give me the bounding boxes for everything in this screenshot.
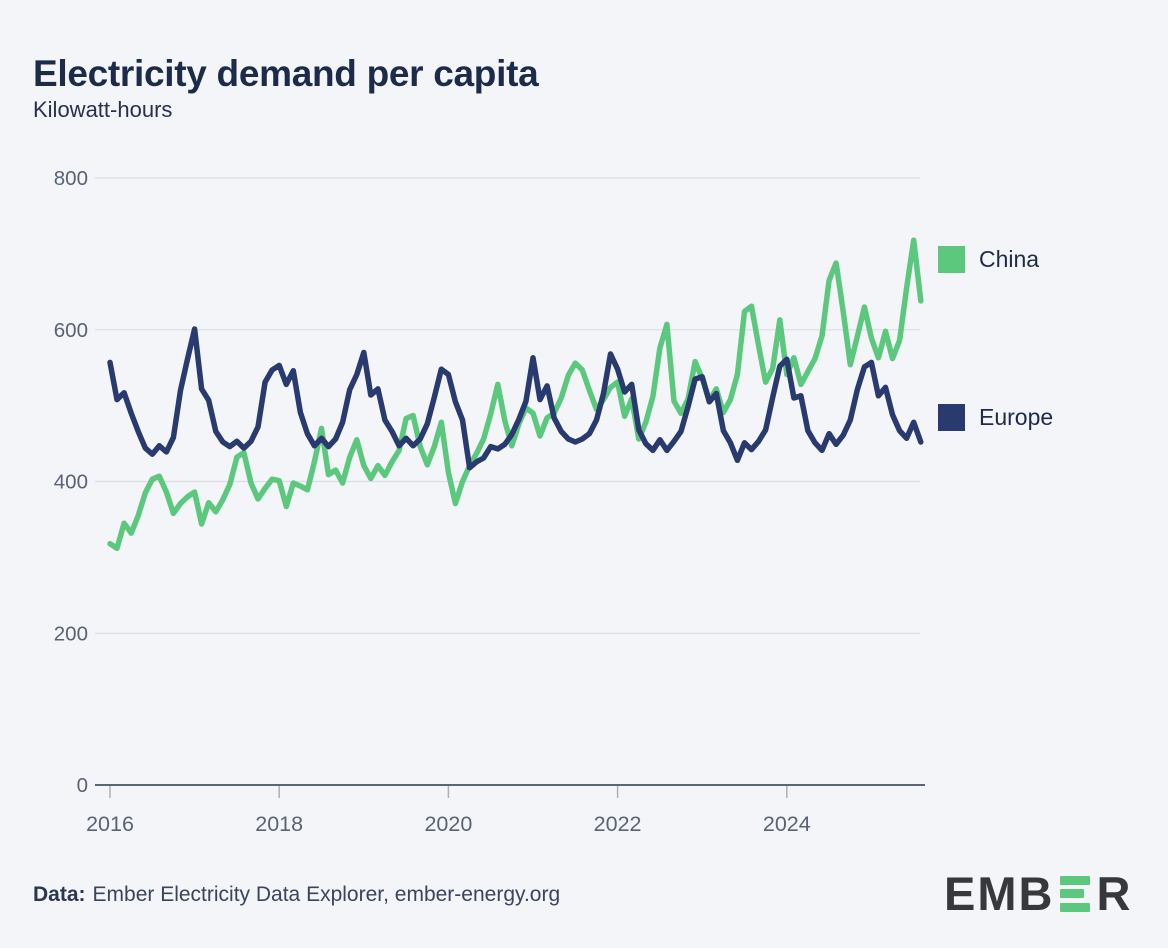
europe-series-line bbox=[107, 326, 924, 471]
x-tick-label-2022: 2022 bbox=[594, 812, 642, 836]
y-tick-label-400: 400 bbox=[54, 471, 88, 494]
ember-logo: EMB R bbox=[944, 870, 1132, 917]
legend-label-europe: Europe bbox=[979, 404, 1054, 430]
y-tick-label-600: 600 bbox=[54, 319, 88, 342]
x-tick-label-2024: 2024 bbox=[763, 812, 811, 836]
x-tick-label-2016: 2016 bbox=[86, 812, 134, 836]
europe-color-swatch bbox=[938, 404, 965, 431]
legend-item-europe: Europe bbox=[938, 404, 1053, 431]
data-source-label: Data: bbox=[33, 883, 86, 906]
y-tick-label-0: 0 bbox=[77, 774, 88, 797]
data-source-note: Data: Ember Electricity Data Explorer, em… bbox=[33, 883, 560, 907]
legend-item-china: China bbox=[938, 246, 1039, 273]
x-tick-label-2018: 2018 bbox=[255, 812, 303, 836]
logo-e-bars-icon bbox=[1060, 875, 1091, 912]
logo-text-left: EMB bbox=[944, 867, 1055, 920]
legend-label-china: China bbox=[979, 246, 1040, 272]
y-tick-label-800: 800 bbox=[54, 167, 88, 190]
x-tick-label-2020: 2020 bbox=[424, 812, 472, 836]
page-title: Electricity demand per capita bbox=[33, 52, 539, 94]
data-source-text: Ember Electricity Data Explorer, ember-e… bbox=[92, 883, 561, 906]
logo-text-right: R bbox=[1096, 867, 1133, 920]
chart-subtitle: Kilowatt-hours bbox=[33, 97, 173, 122]
china-color-swatch bbox=[938, 246, 965, 273]
y-tick-label-200: 200 bbox=[54, 622, 88, 645]
